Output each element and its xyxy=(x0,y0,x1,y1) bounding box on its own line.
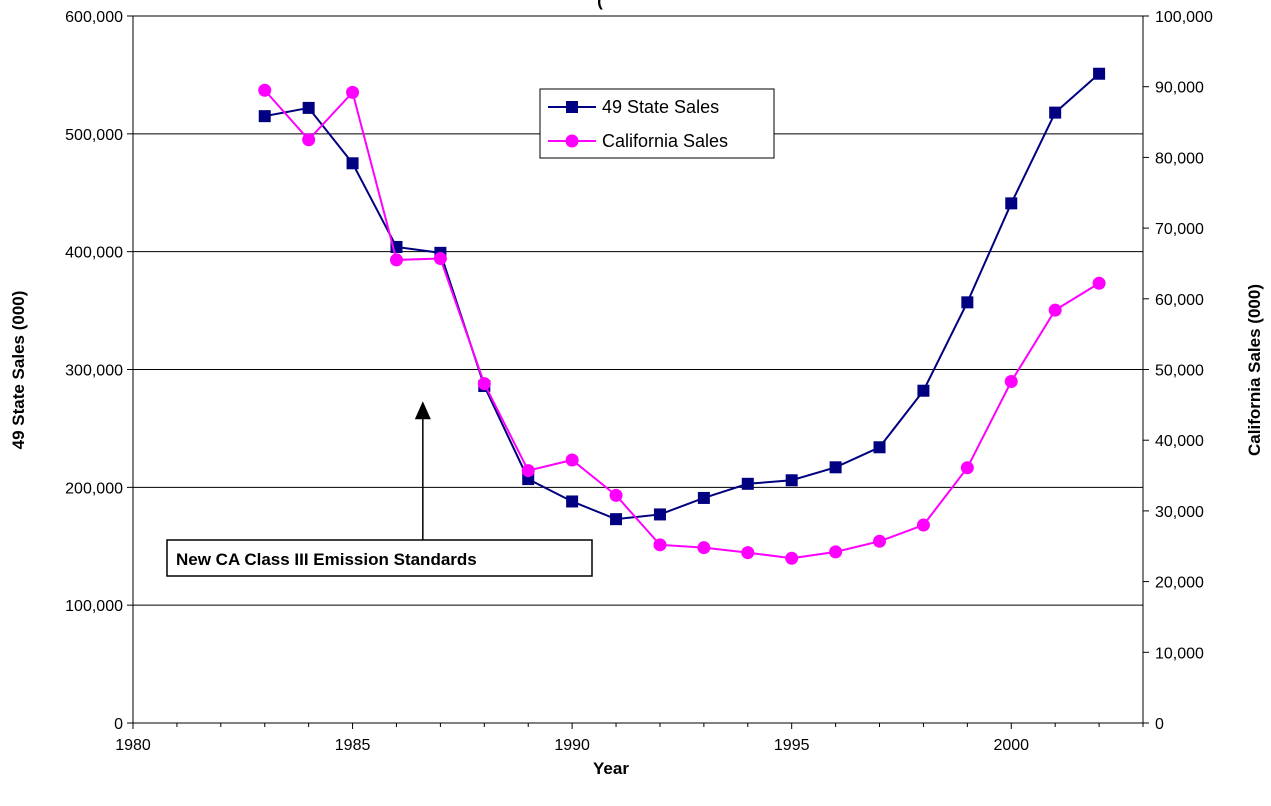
series-layer xyxy=(258,67,1106,565)
y-tick-label: 0 xyxy=(114,716,123,733)
data-point xyxy=(1004,375,1018,389)
y2-tick-label: 40,000 xyxy=(1155,433,1204,450)
y2-tick-label: 80,000 xyxy=(1155,150,1204,167)
data-point xyxy=(829,545,843,559)
data-point xyxy=(1048,303,1062,317)
x-tick-label: 2000 xyxy=(993,737,1029,754)
data-point xyxy=(477,377,491,391)
y2-tick-label: 10,000 xyxy=(1155,645,1204,662)
legend-marker xyxy=(565,134,579,148)
series-2 xyxy=(258,83,1106,565)
y-axis-right: 0 10,000 20,000 30,000 40,000 50,000 60,000 70,… xyxy=(1143,9,1213,733)
y-tick-label: 300,000 xyxy=(65,363,123,380)
y2-tick-label: 50,000 xyxy=(1155,363,1204,380)
y2-tick-label: 30,000 xyxy=(1155,504,1204,521)
data-point xyxy=(697,541,711,555)
data-point xyxy=(258,83,272,97)
y-axis-right-title: California Sales (000) xyxy=(1245,284,1264,456)
legend-label: California Sales xyxy=(602,131,728,151)
data-point xyxy=(653,508,666,521)
data-point xyxy=(741,477,754,490)
x-axis: 1980 1985 1990 1995 2000 xyxy=(115,723,1144,754)
y2-tick-label: 20,000 xyxy=(1155,575,1204,592)
legend-label: 49 State Sales xyxy=(602,97,719,117)
y2-tick-label: 100,000 xyxy=(1155,9,1213,26)
data-point xyxy=(346,85,360,99)
y-axis-left: 0 100,000 200,000 300,000 400,000 500,000 600,… xyxy=(65,9,133,733)
x-tick-label: 1980 xyxy=(115,737,151,754)
data-point xyxy=(389,253,403,267)
chart-title: ( xyxy=(597,0,603,10)
data-point xyxy=(258,110,271,123)
x-axis-title: Year xyxy=(593,759,629,778)
y-axis-left-title: 49 State Sales (000) xyxy=(9,291,28,450)
data-point xyxy=(785,551,799,565)
data-point xyxy=(1092,276,1106,290)
y-tick-label: 100,000 xyxy=(65,598,123,615)
data-point xyxy=(609,488,623,502)
x-tick-label: 1990 xyxy=(554,737,590,754)
data-point xyxy=(873,534,887,548)
legend-box xyxy=(539,88,775,159)
data-point xyxy=(610,513,623,526)
data-point xyxy=(1093,67,1106,80)
data-point xyxy=(961,296,974,309)
data-point xyxy=(521,464,535,478)
data-point xyxy=(916,518,930,532)
data-point xyxy=(960,461,974,475)
annotation: New CA Class III Emission Standards xyxy=(166,401,593,577)
y2-tick-label: 90,000 xyxy=(1155,80,1204,97)
data-point xyxy=(697,491,710,504)
data-point xyxy=(565,453,579,467)
y2-tick-label: 60,000 xyxy=(1155,292,1204,309)
data-point xyxy=(653,538,667,552)
data-point xyxy=(829,461,842,474)
data-point xyxy=(741,546,755,560)
data-point xyxy=(302,101,315,114)
y2-tick-label: 70,000 xyxy=(1155,221,1204,238)
y2-tick-label: 0 xyxy=(1155,716,1164,733)
data-point xyxy=(873,441,886,454)
annotation-box xyxy=(166,539,593,577)
data-point xyxy=(1005,197,1018,210)
series-line xyxy=(263,89,1100,560)
data-point xyxy=(346,157,359,170)
series-line xyxy=(264,72,1100,521)
x-tick-label: 1985 xyxy=(335,737,371,754)
gridlines xyxy=(133,133,1143,606)
data-point xyxy=(1049,106,1062,119)
annotation-text: New CA Class III Emission Standards xyxy=(176,550,477,569)
data-point xyxy=(566,495,579,508)
y-tick-label: 200,000 xyxy=(65,480,123,497)
y-tick-label: 600,000 xyxy=(65,9,123,26)
legend-marker xyxy=(566,101,578,113)
y-tick-label: 500,000 xyxy=(65,127,123,144)
annotation-arrow-head xyxy=(414,401,431,420)
y-tick-label: 400,000 xyxy=(65,245,123,262)
data-point xyxy=(917,384,930,397)
legend: 49 State Sales California Sales xyxy=(539,88,775,159)
x-tick-label: 1995 xyxy=(774,737,810,754)
data-point xyxy=(785,474,798,487)
data-point xyxy=(302,133,316,147)
data-point xyxy=(433,252,447,266)
